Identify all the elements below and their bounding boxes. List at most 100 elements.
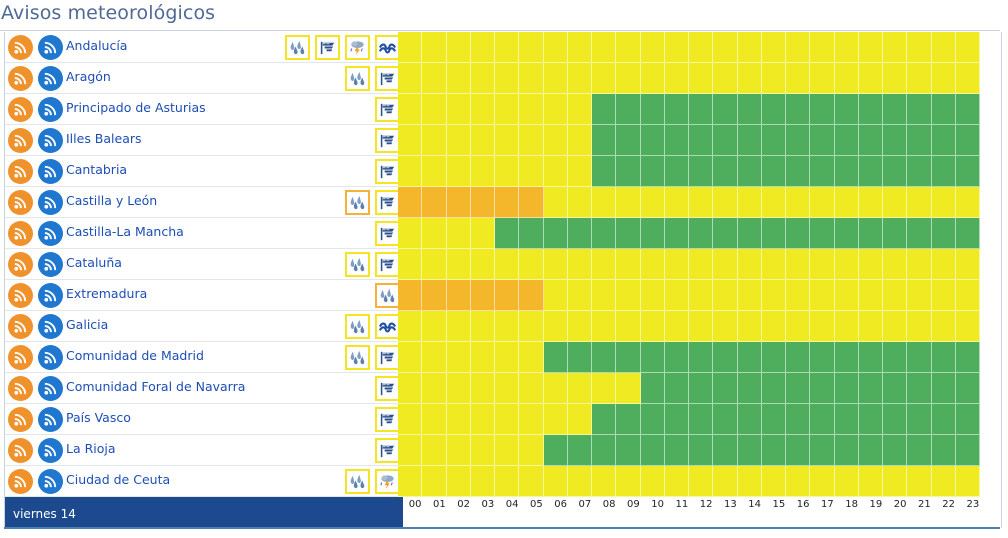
hour-cell[interactable] — [519, 94, 544, 125]
hour-cell[interactable] — [883, 94, 908, 125]
hour-cell[interactable] — [786, 342, 811, 373]
hour-cell[interactable] — [422, 32, 447, 63]
hour-cell[interactable] — [907, 156, 932, 187]
hour-cell[interactable] — [883, 466, 908, 497]
hour-cell[interactable] — [955, 156, 980, 187]
hour-cell[interactable] — [664, 32, 689, 63]
hour-cell[interactable] — [931, 63, 956, 94]
hour-cell[interactable] — [907, 32, 932, 63]
region-name-link[interactable]: Comunidad Foral de Navarra — [66, 379, 246, 394]
hour-cell[interactable] — [713, 32, 738, 63]
hour-cell[interactable] — [567, 342, 592, 373]
hour-cell[interactable] — [422, 404, 447, 435]
hour-cell[interactable] — [543, 125, 568, 156]
hour-cell[interactable] — [737, 404, 762, 435]
hour-cell[interactable] — [713, 249, 738, 280]
hour-cell[interactable] — [543, 63, 568, 94]
hour-cell[interactable] — [834, 342, 859, 373]
hour-cell[interactable] — [446, 63, 471, 94]
hour-cell[interactable] — [713, 342, 738, 373]
hour-cell[interactable] — [446, 342, 471, 373]
hour-cell[interactable] — [470, 187, 495, 218]
hour-cell[interactable] — [858, 311, 883, 342]
hour-cell[interactable] — [640, 466, 665, 497]
hour-cell[interactable] — [398, 342, 423, 373]
hour-cell[interactable] — [543, 404, 568, 435]
hour-cell[interactable] — [713, 125, 738, 156]
hour-cell[interactable] — [543, 466, 568, 497]
region-name-link[interactable]: Castilla y León — [66, 193, 158, 208]
hour-cell[interactable] — [786, 373, 811, 404]
rss-feed-alt-icon[interactable] — [38, 221, 63, 246]
hour-cell[interactable] — [689, 342, 714, 373]
hour-cell[interactable] — [446, 373, 471, 404]
hour-cell[interactable] — [495, 280, 520, 311]
region-name-link[interactable]: Andalucía — [66, 38, 128, 53]
rain-icon[interactable] — [345, 66, 370, 91]
hour-cell[interactable] — [592, 311, 617, 342]
hour-cell[interactable] — [567, 311, 592, 342]
hour-cell[interactable] — [761, 311, 786, 342]
hour-cell[interactable] — [689, 187, 714, 218]
hour-cell[interactable] — [519, 187, 544, 218]
hour-cell[interactable] — [810, 466, 835, 497]
hour-cell[interactable] — [931, 94, 956, 125]
hour-cell[interactable] — [470, 466, 495, 497]
hour-cell[interactable] — [519, 311, 544, 342]
hour-cell[interactable] — [616, 311, 641, 342]
hour-cell[interactable] — [616, 218, 641, 249]
hour-cell[interactable] — [543, 342, 568, 373]
hour-cell[interactable] — [907, 435, 932, 466]
rss-feed-alt-icon[interactable] — [38, 35, 63, 60]
hour-cell[interactable] — [931, 280, 956, 311]
hour-cell[interactable] — [761, 63, 786, 94]
hour-cell[interactable] — [761, 435, 786, 466]
hour-cell[interactable] — [592, 373, 617, 404]
hour-cell[interactable] — [858, 373, 883, 404]
hour-cell[interactable] — [616, 187, 641, 218]
rss-feed-icon[interactable] — [8, 252, 33, 277]
hour-cell[interactable] — [446, 218, 471, 249]
region-name-link[interactable]: País Vasco — [66, 410, 131, 425]
hour-cell[interactable] — [810, 311, 835, 342]
hour-cell[interactable] — [640, 156, 665, 187]
rss-feed-alt-icon[interactable] — [38, 159, 63, 184]
rss-feed-alt-icon[interactable] — [38, 376, 63, 401]
hour-cell[interactable] — [470, 280, 495, 311]
hour-cell[interactable] — [398, 187, 423, 218]
wind-icon[interactable] — [375, 345, 400, 370]
hour-cell[interactable] — [955, 187, 980, 218]
hour-cell[interactable] — [664, 280, 689, 311]
region-name-link[interactable]: Illes Balears — [66, 131, 142, 146]
hour-cell[interactable] — [931, 187, 956, 218]
hour-cell[interactable] — [761, 32, 786, 63]
hour-cell[interactable] — [592, 156, 617, 187]
rss-feed-alt-icon[interactable] — [38, 190, 63, 215]
hour-cell[interactable] — [737, 373, 762, 404]
hour-cell[interactable] — [640, 249, 665, 280]
hour-cell[interactable] — [567, 404, 592, 435]
hour-cell[interactable] — [737, 342, 762, 373]
hour-cell[interactable] — [470, 342, 495, 373]
region-name-link[interactable]: Castilla-La Mancha — [66, 224, 184, 239]
hour-cell[interactable] — [422, 466, 447, 497]
hour-cell[interactable] — [616, 63, 641, 94]
hour-cell[interactable] — [519, 373, 544, 404]
region-name-link[interactable]: Ciudad de Ceuta — [66, 472, 171, 487]
hour-cell[interactable] — [422, 187, 447, 218]
hour-cell[interactable] — [398, 311, 423, 342]
rss-feed-alt-icon[interactable] — [38, 314, 63, 339]
hour-cell[interactable] — [883, 435, 908, 466]
hour-cell[interactable] — [713, 187, 738, 218]
hour-cell[interactable] — [543, 311, 568, 342]
hour-cell[interactable] — [810, 187, 835, 218]
hour-cell[interactable] — [664, 187, 689, 218]
hour-cell[interactable] — [446, 94, 471, 125]
hour-cell[interactable] — [592, 32, 617, 63]
hour-cell[interactable] — [883, 125, 908, 156]
hour-cell[interactable] — [567, 156, 592, 187]
hour-cell[interactable] — [834, 249, 859, 280]
hour-cell[interactable] — [689, 125, 714, 156]
hour-cell[interactable] — [495, 63, 520, 94]
rain-icon[interactable] — [345, 345, 370, 370]
